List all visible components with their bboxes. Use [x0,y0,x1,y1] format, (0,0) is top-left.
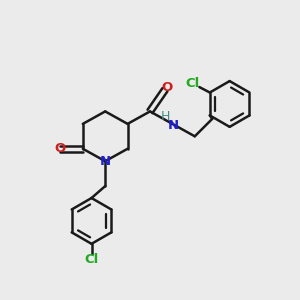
Text: H: H [161,110,170,123]
Text: N: N [168,118,179,132]
Text: O: O [55,142,66,155]
Text: O: O [162,81,173,94]
Text: N: N [100,155,111,168]
Text: Cl: Cl [185,77,200,90]
Text: Cl: Cl [84,253,99,266]
